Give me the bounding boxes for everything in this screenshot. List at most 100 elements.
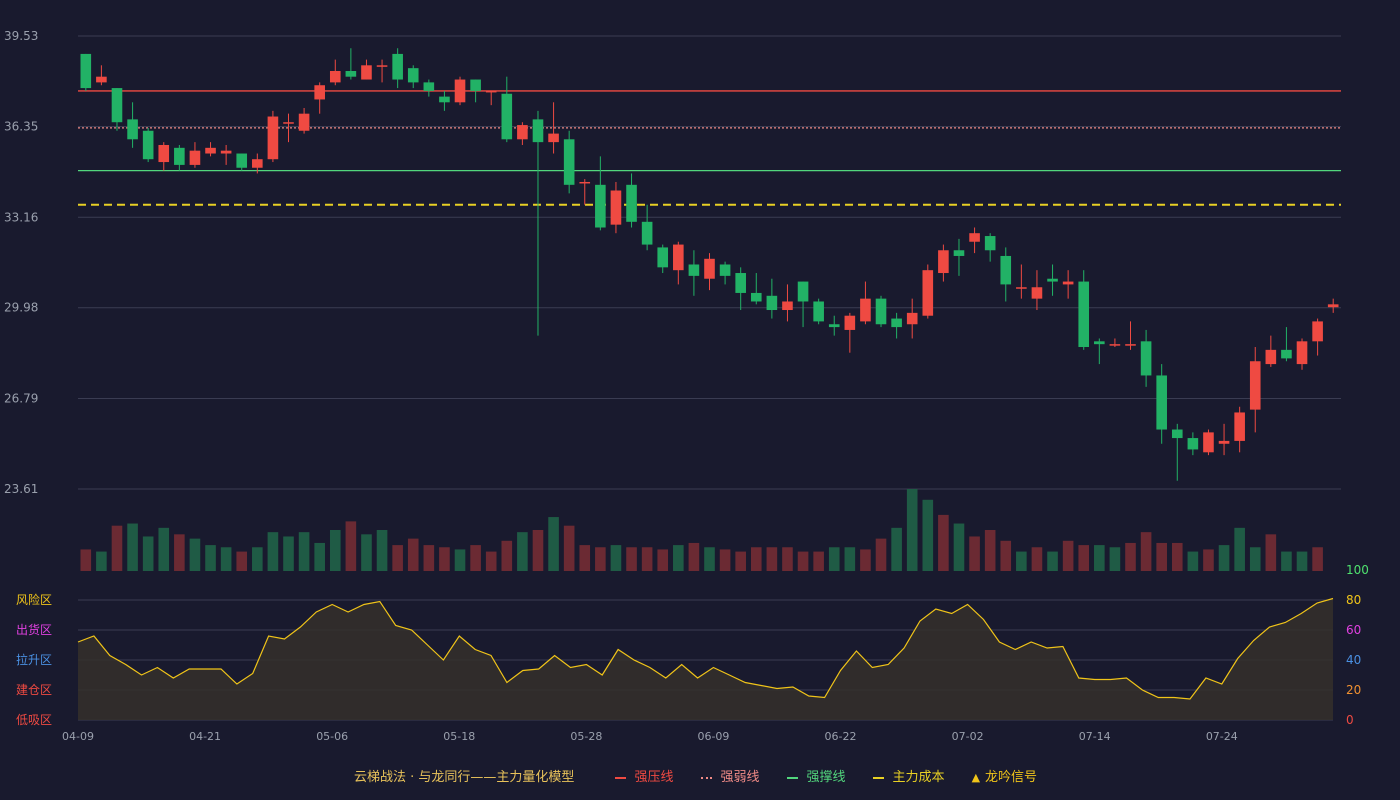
candle [361,59,372,80]
candle [205,142,216,157]
volume-bar [1016,551,1027,571]
x-tick-label: 04-09 [62,730,94,743]
volume-bar [1062,540,1074,571]
osc-tick-label: 0 [1346,713,1354,727]
candle-body [470,79,481,91]
candle-body [423,82,435,91]
volume-bar [127,523,138,571]
candle [1031,270,1043,311]
candle-body [1312,321,1323,342]
candle-body [641,221,653,245]
volume-bar [220,547,232,571]
osc-tick-label: 80 [1346,593,1361,607]
candle-body [361,65,372,80]
candle-body [345,70,357,77]
candle [1312,318,1323,356]
candle [96,65,107,86]
legend-label: 龙吟信号 [985,770,1038,785]
volume-bar [267,532,279,571]
volume-bar [750,547,762,571]
candle [345,48,357,80]
candle [813,298,824,325]
candle-body [1296,341,1308,365]
legend-item: 强弱线 [692,766,760,785]
candle-body [750,292,762,302]
candle [80,53,92,91]
volume-bar [1109,547,1121,571]
volume-bar [922,499,934,571]
candle [860,281,871,325]
volume-bar [1078,545,1090,571]
candle-body [1234,412,1245,441]
volume-bar [1031,547,1043,571]
candle-body [673,244,684,271]
candle-body [610,190,622,225]
candle-body [1187,438,1199,450]
volume-bar [236,551,248,571]
x-tick-label: 05-18 [443,730,475,743]
candle [142,127,154,163]
x-tick-label: 07-02 [952,730,984,743]
candle-body [688,264,700,276]
candle-body [283,122,294,124]
candle [735,267,746,311]
candle [1047,264,1058,296]
volume-bar [1203,549,1214,571]
candle [1062,270,1074,299]
candle [1078,270,1090,350]
volume-bar [1125,542,1136,571]
candle-body [267,116,279,160]
candle-body [1125,344,1136,346]
candle [439,90,450,111]
candle [532,110,544,336]
legend-label: 强撑线 [806,770,846,785]
legend-item: 强撑线 [778,766,846,785]
candle [1094,338,1105,365]
candle-body [485,90,497,93]
candle-body [891,318,902,328]
candle-body [579,181,591,184]
osc-zone-label: 建仓区 [16,683,52,697]
candle [376,59,388,83]
volume-bar [1218,545,1230,571]
price-level-lines [78,90,1341,206]
volume-bar [532,530,544,571]
candle [236,153,248,171]
candle [844,312,856,353]
candle-body [1156,375,1167,430]
candle-body [329,70,341,83]
volume-bar [1265,534,1277,571]
candle-body [766,295,778,311]
volume-bar [844,547,856,571]
candle-body [142,130,154,160]
osc-line [77,597,1334,700]
legend-label: 强弱线 [720,770,760,785]
volume-bar [563,525,575,571]
candle-body [1140,341,1152,376]
candle [454,76,466,106]
candle [906,298,918,339]
legend-item: ▲ 龙吟信号 [963,766,1037,785]
candle [1109,338,1121,348]
candle [1187,432,1199,456]
volume-bar [1171,542,1183,571]
candle-body [1265,349,1277,365]
candle [501,76,513,143]
osc-zone-label: 低吸区 [16,713,52,727]
x-tick-label: 05-06 [316,730,348,743]
volume-bar [517,532,528,571]
candle-body [704,258,715,279]
candle [610,181,622,234]
candle [392,48,403,89]
candle [220,144,232,165]
volume-bar [158,527,170,571]
candle [298,107,310,134]
volume-bar [673,545,684,571]
candle-body [828,324,840,328]
volume-bar [719,549,731,571]
volume-bar [735,551,746,571]
volume-bar [610,545,622,571]
candle-body [860,298,871,322]
candle-body [1094,341,1105,345]
candle [548,102,559,154]
